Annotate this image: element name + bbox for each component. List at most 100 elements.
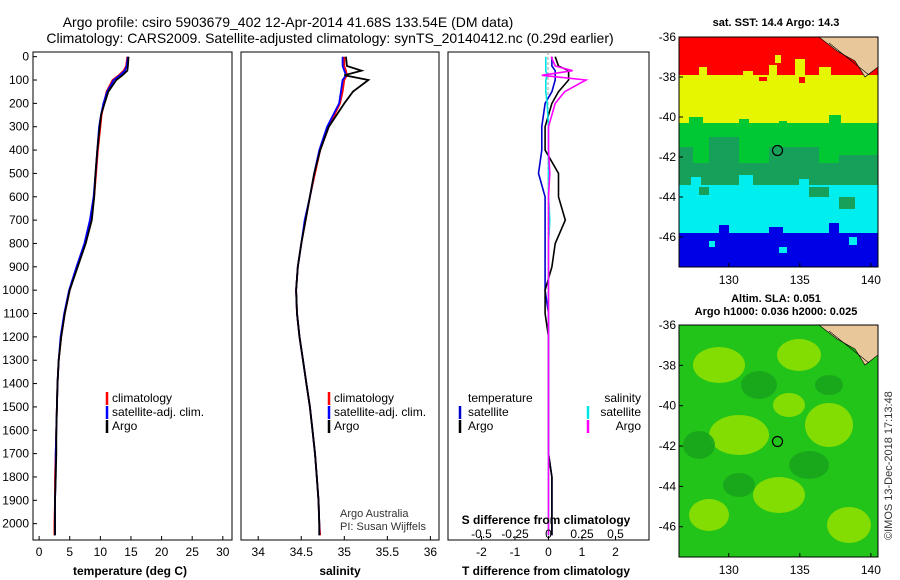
temperature-plot-frame <box>32 51 233 541</box>
difference-axis-ticks: -2 -1 0 1 2 <box>476 536 619 559</box>
s-tick-label: -0.5 <box>471 527 492 541</box>
x-tick-label: 36 <box>424 545 438 559</box>
s-tick-label: 0.25 <box>570 527 594 541</box>
sst-map-ticks: 130 135 140 -36 -38 -40 -42 -44 -46 <box>659 30 882 287</box>
depth-tick-label: 200 <box>9 96 29 110</box>
x-tick-label: 2 <box>612 545 619 559</box>
pi-note: PI: Susan Wijffels <box>340 521 426 533</box>
float-location-marker <box>771 435 784 448</box>
sla-map-title: Altim. SLA: 0.051 <box>731 293 821 305</box>
depth-tick-label: 1500 <box>2 400 29 414</box>
x-tick-label: 5 <box>66 545 73 559</box>
sla-map-frame <box>678 324 879 558</box>
sla-map-subtitle: Argo h1000: 0.036 h2000: 0.025 <box>695 306 858 318</box>
difference-panel: -2 -1 0 1 2 T difference from climatology S … <box>447 51 650 578</box>
depth-tick-label: 900 <box>9 260 29 274</box>
imos-credit: ©IMOS 13-Dec-2018 17:13:48 <box>883 391 895 540</box>
s-tick-label: -0.25 <box>501 527 529 541</box>
legend-s-argo: Argo <box>616 419 642 433</box>
depth-tick-label: 1000 <box>2 283 29 297</box>
map-x-tick-label: 130 <box>719 273 739 287</box>
map-x-tick-label: 135 <box>790 273 810 287</box>
institution-note: Argo Australia <box>340 508 409 520</box>
depth-tick-label: 1900 <box>2 493 29 507</box>
series-line-argo <box>54 56 130 536</box>
x-tick-label: 0 <box>545 545 552 559</box>
depth-tick-label: 1700 <box>2 447 29 461</box>
x-tick-label: 1 <box>579 545 586 559</box>
legend-satellite: satellite-adj. clim. <box>112 405 204 419</box>
t-diff-axis-label: T difference from climatology <box>462 564 630 578</box>
s-diff-ticks: -0.5 -0.25 0 0.25 0.5 <box>471 527 624 541</box>
difference-legend-left: temperature satellite Argo <box>458 391 533 433</box>
x-tick-label: 15 <box>124 545 138 559</box>
sla-map-raster <box>679 325 878 557</box>
map-y-tick-label: -46 <box>659 520 677 534</box>
depth-tick-label: 1200 <box>2 330 29 344</box>
x-tick-label: 35.5 <box>376 545 400 559</box>
depth-tick-label: 400 <box>9 143 29 157</box>
salinity-legend: climatology satellite-adj. clim. Argo <box>327 391 426 433</box>
difference-series <box>537 56 589 536</box>
map-y-tick-label: -42 <box>659 439 677 453</box>
sla-map: Altim. SLA: 0.051 Argo h1000: 0.036 h200… <box>659 293 882 577</box>
diff-line-salinity-argo <box>541 56 589 536</box>
depth-tick-label: 700 <box>9 213 29 227</box>
x-tick-label: 0 <box>36 545 43 559</box>
sst-map: sat. SST: 14.4 Argo: 14.3 <box>659 17 882 287</box>
x-tick-label: -2 <box>476 545 487 559</box>
title-line-2: Climatology: CARS2009. Satellite-adjuste… <box>46 30 613 46</box>
legend-satellite: satellite-adj. clim. <box>334 405 426 419</box>
temperature-series <box>53 56 130 536</box>
sst-map-title: sat. SST: 14.4 Argo: 14.3 <box>713 17 840 29</box>
temperature-axis-ticks: 0 5 10 15 20 25 30 <box>36 536 230 559</box>
map-y-tick-label: -46 <box>659 230 677 244</box>
legend-salinity: salinity <box>604 391 641 405</box>
map-y-tick-label: -44 <box>659 190 677 204</box>
depth-tick-label: 100 <box>9 73 29 87</box>
map-y-tick-label: -42 <box>659 150 677 164</box>
depth-tick-label: 0 <box>22 50 29 64</box>
s-tick-label: 0.5 <box>607 527 624 541</box>
map-y-tick-label: -36 <box>659 318 677 332</box>
salinity-plot-frame <box>240 51 440 541</box>
x-tick-label: 10 <box>94 545 108 559</box>
depth-tick-label: 1100 <box>3 307 29 321</box>
x-tick-label: 34.5 <box>290 545 314 559</box>
map-y-tick-label: -38 <box>659 358 677 372</box>
float-location-marker <box>771 144 784 157</box>
series-line-argo <box>295 56 371 536</box>
legend-t-argo: Argo <box>468 419 494 433</box>
temperature-axis-label: temperature (deg C) <box>73 564 187 578</box>
difference-legend-right: salinity satellite Argo <box>586 391 642 433</box>
depth-tick-label: 300 <box>9 120 29 134</box>
depth-tick-label: 600 <box>9 190 29 204</box>
legend-climatology: climatology <box>334 391 394 405</box>
map-x-tick-label: 135 <box>790 563 810 577</box>
map-x-tick-label: 130 <box>719 563 739 577</box>
x-tick-label: -1 <box>510 545 521 559</box>
map-y-tick-label: -44 <box>659 479 677 493</box>
depth-tick-label: 500 <box>9 166 29 180</box>
map-y-tick-label: -40 <box>659 399 677 413</box>
depth-tick-label: 1300 <box>2 353 29 367</box>
salinity-axis-label: salinity <box>319 564 361 578</box>
temperature-panel: 0100200300400500600700800900100011001200… <box>2 50 233 578</box>
depth-tick-label: 800 <box>9 236 29 250</box>
depth-tick-label: 1400 <box>2 377 29 391</box>
title-line-1: Argo profile: csiro 5903679_402 12-Apr-2… <box>63 14 514 30</box>
x-tick-label: 35 <box>338 545 352 559</box>
sst-map-frame <box>678 36 879 268</box>
x-tick-label: 34 <box>252 545 266 559</box>
depth-axis-ticks: 0 100 200 300 400 500 600 700 800 900 1000 1100 1200… <box>2 50 37 531</box>
map-x-tick-label: 140 <box>861 563 881 577</box>
depth-tick-label: 2000 <box>2 517 29 531</box>
map-y-tick-label: -38 <box>659 70 677 84</box>
depth-tick-label: 1800 <box>2 470 29 484</box>
legend-t-satellite: satellite <box>468 405 509 419</box>
s-tick-label: 0 <box>545 527 552 541</box>
map-y-tick-label: -36 <box>659 30 677 44</box>
x-tick-label: 20 <box>155 545 169 559</box>
salinity-axis-ticks: 34 34.5 35 35.5 36 <box>252 536 438 559</box>
